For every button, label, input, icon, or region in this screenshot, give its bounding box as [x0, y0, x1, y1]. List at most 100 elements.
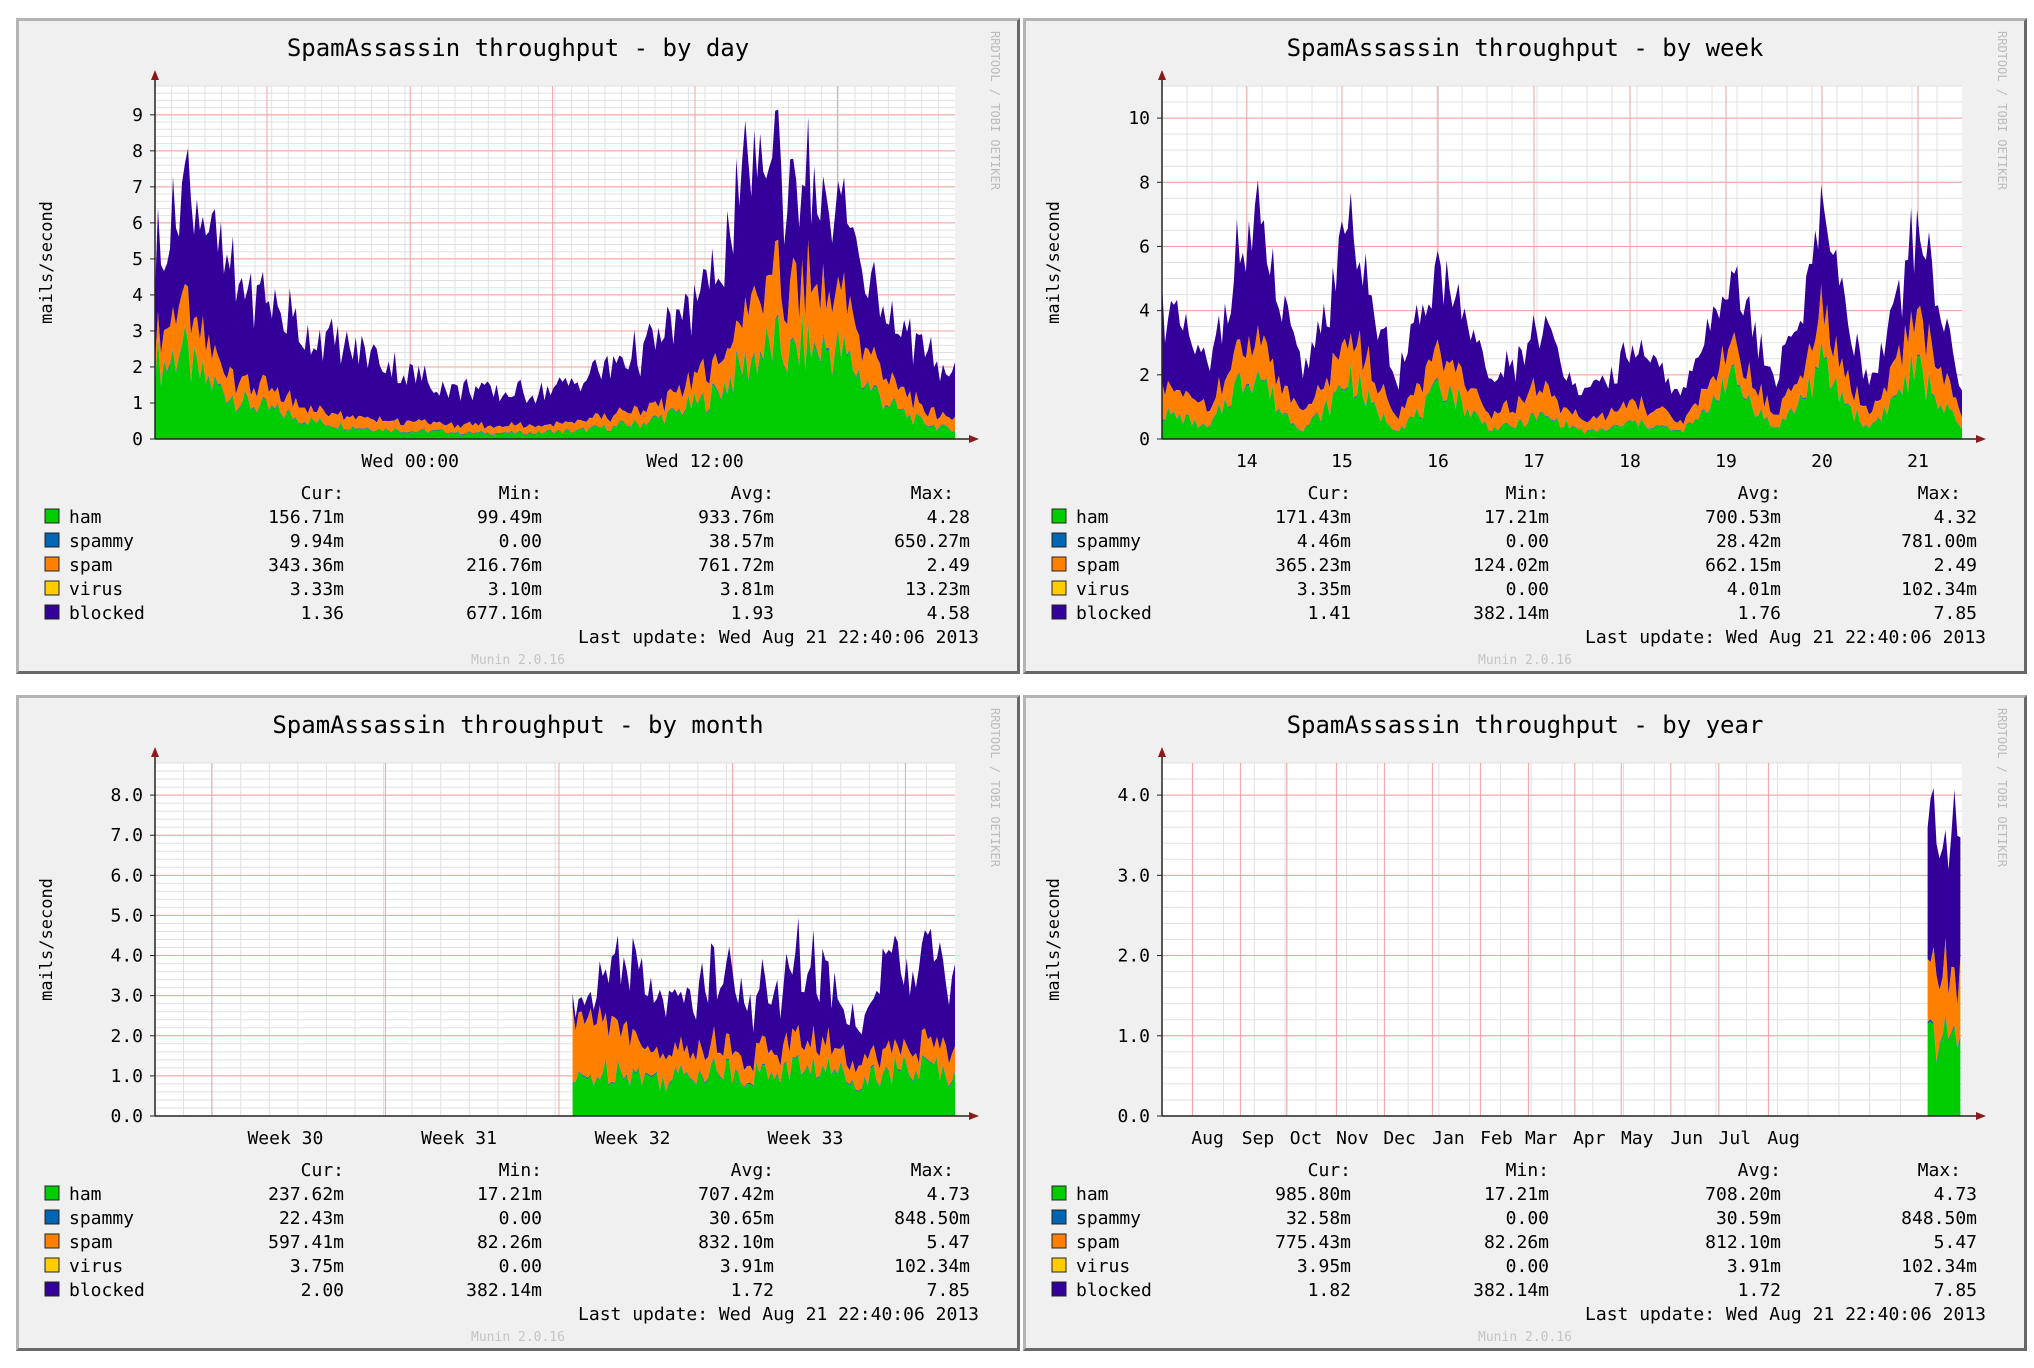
legend-swatch-spam: [1051, 1233, 1067, 1249]
y-tick-label: 0.0: [110, 1106, 143, 1127]
chart-panel-week: SpamAssassin throughput - by week RRDTOOL…: [1023, 18, 2027, 674]
y-tick-label: 6.0: [110, 865, 143, 886]
y-tick-label: 2: [132, 357, 143, 378]
legend-swatch-virus: [44, 1257, 60, 1273]
y-tick-label: 2.0: [110, 1026, 143, 1047]
legend-value-cur: 1.82: [1308, 1280, 1351, 1301]
x-axis-arrow: [1976, 1112, 1986, 1120]
rrdtool-watermark: RRDTOOL / TOBI OETIKER: [1995, 31, 2009, 191]
x-axis-arrow: [969, 1112, 979, 1120]
legend-swatch-blocked: [44, 1281, 60, 1297]
x-tick-label: Week 31: [421, 1128, 497, 1149]
y-tick-label: 2: [1139, 365, 1150, 386]
legend-value-max: 848.50m: [1901, 1208, 1977, 1229]
legend-value-max: 2.49: [927, 555, 970, 576]
x-tick-label: 17: [1523, 451, 1545, 472]
legend-value-max: 4.58: [927, 603, 970, 624]
legend-value-max: 102.34m: [1901, 579, 1977, 600]
legend-value-cur: 22.43m: [279, 1208, 344, 1229]
chart-panel-year: SpamAssassin throughput - by year RRDTOOL…: [1023, 695, 2027, 1351]
last-update-text: Last update: Wed Aug 21 22:40:06 2013: [1585, 1304, 1986, 1325]
y-tick-label: 7.0: [110, 825, 143, 846]
y-axis-arrow: [1158, 70, 1166, 80]
legend-column-header: Cur:: [301, 1160, 344, 1181]
legend-value-min: 0.00: [1506, 531, 1549, 552]
legend-value-min: 99.49m: [477, 507, 542, 528]
chart-panel-month: SpamAssassin throughput - by month RRDTOO…: [16, 695, 1020, 1351]
chart-title: SpamAssassin throughput - by month: [272, 711, 763, 739]
y-axis-arrow: [151, 747, 159, 757]
chart-svg-day: SpamAssassin throughput - by day RRDTOOL …: [37, 31, 1002, 668]
legend-value-min: 17.21m: [477, 1184, 542, 1205]
legend-series-name: spammy: [1076, 1208, 1141, 1229]
legend-value-avg: 1.72: [1738, 1280, 1781, 1301]
legend-value-avg: 700.53m: [1705, 507, 1781, 528]
legend-column-header: Cur:: [301, 483, 344, 504]
legend-value-avg: 761.72m: [698, 555, 774, 576]
legend-column-header: Min:: [499, 483, 542, 504]
x-tick-label: May: [1621, 1128, 1654, 1149]
y-tick-label: 3.0: [1117, 865, 1150, 886]
series-area-blocked: [1162, 180, 1962, 425]
legend-series-name: virus: [1076, 1256, 1130, 1277]
legend-series-name: ham: [69, 1184, 102, 1205]
grid-lines: [1162, 762, 1962, 1116]
legend-column-header: Avg:: [1738, 483, 1781, 504]
x-tick-label: Sep: [1242, 1128, 1275, 1149]
legend-value-cur: 237.62m: [268, 1184, 344, 1205]
legend-series-name: spammy: [1076, 531, 1141, 552]
series-area-spam: [572, 1005, 955, 1091]
legend-value-avg: 3.81m: [720, 579, 774, 600]
legend-swatch-virus: [44, 580, 60, 596]
series-area-ham: [572, 1055, 955, 1116]
x-tick-label: Jan: [1432, 1128, 1465, 1149]
legend-value-min: 0.00: [499, 531, 542, 552]
legend-value-max: 2.49: [1934, 555, 1977, 576]
rrdtool-watermark: RRDTOOL / TOBI OETIKER: [1995, 708, 2009, 868]
legend-value-cur: 597.41m: [268, 1232, 344, 1253]
y-axis-label: mails/second: [1044, 878, 1064, 1001]
y-tick-label: 3: [132, 321, 143, 342]
legend-value-max: 650.27m: [894, 531, 970, 552]
legend-value-max: 4.28: [927, 507, 970, 528]
legend-swatch-spammy: [44, 1209, 60, 1225]
legend-series-name: ham: [69, 507, 102, 528]
legend-value-max: 7.85: [927, 1280, 970, 1301]
legend-value-min: 3.10m: [488, 579, 542, 600]
legend-column-header: Avg:: [1738, 1160, 1781, 1181]
x-tick-label: 20: [1811, 451, 1833, 472]
last-update-text: Last update: Wed Aug 21 22:40:06 2013: [578, 627, 979, 648]
legend-swatch-virus: [1051, 580, 1067, 596]
legend-value-max: 102.34m: [894, 1256, 970, 1277]
legend-series-name: ham: [1076, 1184, 1109, 1205]
y-tick-label: 4: [132, 285, 143, 306]
legend-value-cur: 985.80m: [1275, 1184, 1351, 1205]
y-tick-label: 1.0: [1117, 1026, 1150, 1047]
legend-series-name: spammy: [69, 1208, 134, 1229]
legend-value-max: 13.23m: [905, 579, 970, 600]
legend-value-avg: 812.10m: [1705, 1232, 1781, 1253]
x-tick-label: 15: [1331, 451, 1353, 472]
x-tick-label: Mar: [1525, 1128, 1558, 1149]
legend-swatch-virus: [1051, 1257, 1067, 1273]
legend-series-name: ham: [1076, 507, 1109, 528]
chart-title: SpamAssassin throughput - by week: [1287, 34, 1764, 62]
legend-column-header: Max:: [1918, 1160, 1961, 1181]
y-tick-label: 4.0: [110, 946, 143, 967]
y-tick-label: 7: [132, 177, 143, 198]
legend-series-name: virus: [69, 579, 123, 600]
legend-value-min: 0.00: [499, 1256, 542, 1277]
legend-value-cur: 2.00: [301, 1280, 344, 1301]
legend-swatch-spammy: [1051, 532, 1067, 548]
y-axis-label: mails/second: [37, 878, 57, 1001]
legend-series-name: blocked: [1076, 1280, 1152, 1301]
y-axis-label: mails/second: [37, 201, 57, 324]
legend-column-header: Avg:: [731, 483, 774, 504]
chart-panel-day: SpamAssassin throughput - by day RRDTOOL …: [16, 18, 1020, 674]
legend-value-cur: 3.35m: [1297, 579, 1351, 600]
legend-value-avg: 4.01m: [1727, 579, 1781, 600]
y-tick-label: 4.0: [1117, 785, 1150, 806]
legend-value-min: 17.21m: [1484, 1184, 1549, 1205]
chart-svg-year: SpamAssassin throughput - by year RRDTOOL…: [1044, 708, 2009, 1345]
legend-value-max: 5.47: [927, 1232, 970, 1253]
